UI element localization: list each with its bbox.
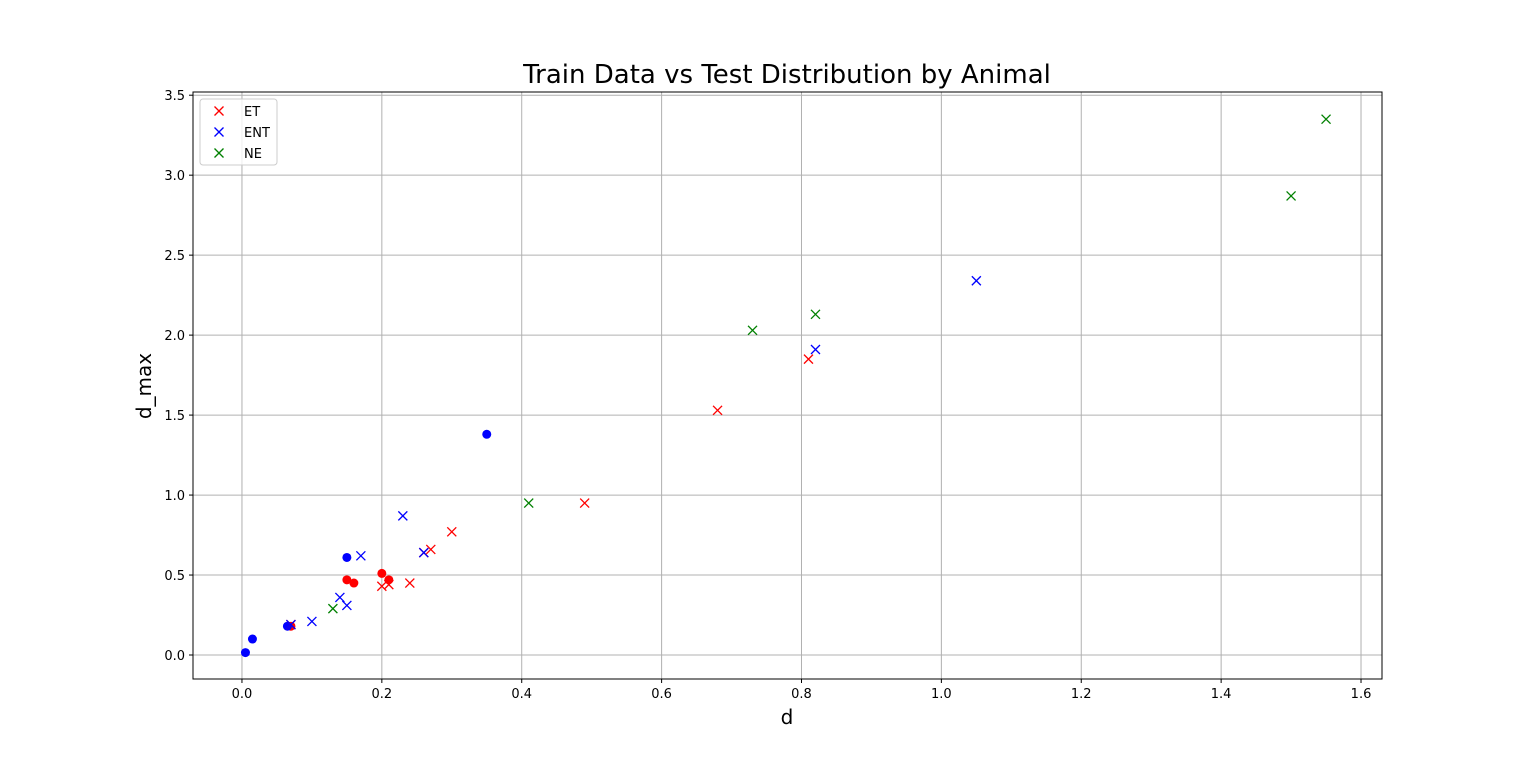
y-tick-label: 2.0 — [164, 329, 185, 344]
test-point-marker — [355, 550, 366, 561]
x-tick-label: 1.4 — [1211, 687, 1232, 702]
legend-marker — [214, 106, 224, 116]
test-point-marker — [523, 498, 534, 509]
y-tick-label: 0.5 — [164, 569, 185, 584]
x-tick-label: 0.6 — [651, 687, 672, 702]
legend-label: ET — [244, 105, 260, 120]
test-point-marker — [306, 616, 317, 627]
test-point-marker — [810, 309, 821, 320]
train-point — [482, 429, 492, 439]
plot-frame — [192, 91, 1383, 680]
legend-label: ENT — [244, 126, 270, 141]
train-point — [349, 578, 359, 588]
test-point-marker — [1286, 191, 1297, 201]
train-point — [282, 621, 292, 631]
chart-title: Train Data vs Test Distribution by Anima… — [522, 60, 1051, 90]
y-tick-label: 1.0 — [164, 489, 185, 504]
train-point — [342, 575, 352, 585]
data-points — [240, 114, 1332, 658]
test-point-marker — [327, 603, 338, 614]
test-point-marker — [810, 344, 821, 355]
legend-box — [199, 98, 278, 166]
x-tick-label: 0.8 — [791, 687, 812, 702]
axis-ticks: 0.0 0.2 0.4 0.6 0.8 1.0 1.2 1.4 1.6 0.0 0.5 1.0 1.5 2… — [164, 89, 1371, 702]
legend-marker — [214, 148, 224, 158]
x-tick-label: 0.4 — [511, 687, 532, 702]
test-point-marker — [712, 405, 723, 416]
train-point — [377, 568, 387, 578]
test-point-marker — [971, 275, 982, 286]
test-point-marker — [334, 592, 345, 603]
grid — [193, 92, 1382, 679]
y-axis-label: d_max — [132, 353, 156, 419]
y-tick-label: 0.0 — [164, 649, 185, 664]
train-point — [342, 552, 352, 562]
test-point-marker — [404, 578, 415, 588]
test-point-marker — [1321, 114, 1332, 125]
test-point-marker — [383, 579, 394, 590]
test-point-marker — [803, 354, 814, 365]
y-tick-label: 3.5 — [164, 89, 185, 104]
y-tick-label: 3.0 — [164, 169, 185, 184]
legend-marker — [214, 127, 224, 137]
x-axis-label: d — [781, 705, 794, 729]
train-point — [240, 648, 250, 658]
x-tick-label: 0.0 — [232, 687, 253, 702]
test-point-marker — [285, 619, 296, 630]
test-point-marker — [747, 325, 758, 336]
legend: ET ENT NE — [199, 98, 278, 166]
x-tick-label: 1.6 — [1351, 687, 1372, 702]
y-tick-label: 1.5 — [164, 409, 185, 424]
test-point-marker — [418, 547, 429, 558]
x-tick-label: 1.2 — [1071, 687, 1092, 702]
x-tick-label: 0.2 — [371, 687, 392, 702]
train-point — [247, 634, 257, 644]
x-tick-label: 1.0 — [931, 687, 952, 702]
test-point-marker — [341, 600, 352, 611]
test-point-marker — [579, 498, 590, 509]
y-tick-label: 2.5 — [164, 249, 185, 264]
legend-label: NE — [244, 147, 262, 162]
test-point-marker — [446, 526, 457, 537]
test-point-marker — [425, 544, 436, 555]
test-point-marker — [397, 510, 408, 521]
